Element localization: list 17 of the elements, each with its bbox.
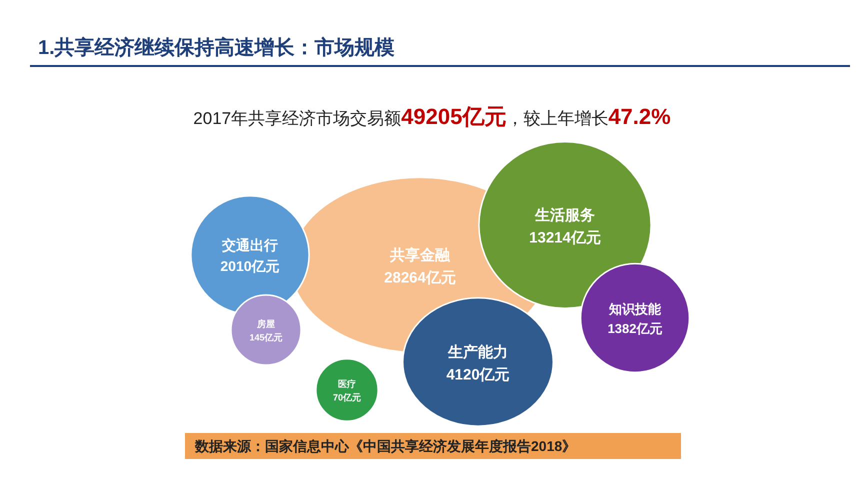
category-label: 知识技能: [608, 301, 662, 316]
category-label: 房屋: [256, 318, 275, 329]
category-label: 医疗: [338, 378, 356, 389]
category-label: 生活服务: [534, 206, 595, 224]
data-label: 1382亿元: [608, 320, 662, 336]
data-label: 70亿元: [332, 392, 362, 402]
data-label: 13214亿元: [529, 229, 601, 246]
source-note: 数据来源：国家信息中心《中国共享经济发展年度报告2018》: [194, 438, 576, 454]
text: 2017年共享经济市场交易额49205亿元，较上年增长47.2%: [193, 104, 671, 129]
text: 1.共享经济继续保持高速增长：市场规模: [38, 36, 395, 59]
data-label: 4120亿元: [446, 366, 510, 384]
category-label: 生产能力: [447, 344, 508, 361]
category-label: 交通出行: [221, 237, 278, 254]
data-label: 145亿元: [249, 332, 283, 342]
data-label: 2010亿元: [220, 258, 280, 274]
category-label: 共享金融: [389, 246, 451, 264]
data-label: 28264亿元: [384, 269, 456, 286]
